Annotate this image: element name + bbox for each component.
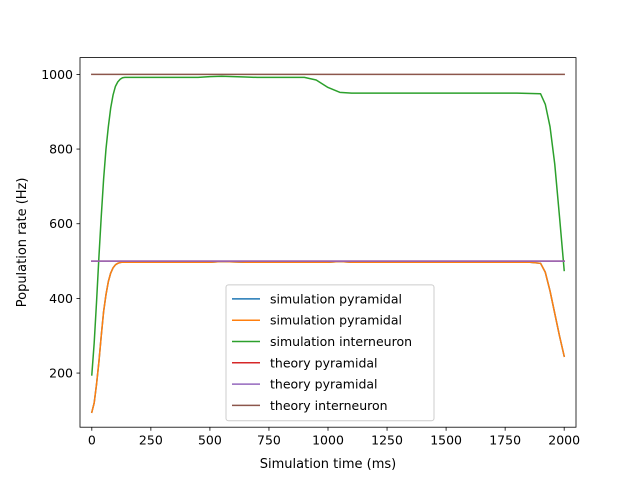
x-tick-label: 250: [139, 433, 163, 448]
series-line-3: [91, 75, 566, 376]
x-axis-label: Simulation time (ms): [260, 457, 396, 472]
x-tick-label: 750: [257, 433, 281, 448]
series-line-2: [90, 260, 566, 414]
legend-label: simulation pyramidal: [270, 313, 402, 328]
legend: simulation pyramidal simulation pyramidal…: [225, 284, 435, 422]
y-axis: 200 400 600 800 1000: [41, 67, 80, 381]
x-tick-label: 1000: [312, 433, 344, 448]
y-tick-label: 400: [49, 291, 73, 306]
y-tick-label: 200: [49, 366, 73, 381]
legend-label: simulation pyramidal: [270, 291, 402, 306]
legend-box: [225, 284, 435, 422]
x-tick-label: 0: [88, 433, 96, 448]
legend-label: theory pyramidal: [270, 355, 378, 370]
x-tick-label: 1750: [489, 433, 521, 448]
y-tick-label: 600: [49, 216, 73, 231]
legend-label: simulation interneuron: [270, 334, 412, 349]
y-axis-label: Population rate (Hz): [15, 178, 30, 308]
y-tick-label: 1000: [41, 67, 73, 82]
x-tick-label: 1500: [430, 433, 462, 448]
x-axis: 0 250 500 750 1000 1250 1500 1750 2000: [88, 427, 580, 448]
series-layer: [90, 73, 566, 414]
legend-label: theory pyramidal: [270, 377, 378, 392]
x-tick-label: 2000: [548, 433, 580, 448]
x-tick-label: 500: [198, 433, 222, 448]
y-tick-label: 800: [49, 142, 73, 157]
legend-label: theory interneuron: [270, 398, 388, 413]
x-tick-label: 1250: [371, 433, 403, 448]
